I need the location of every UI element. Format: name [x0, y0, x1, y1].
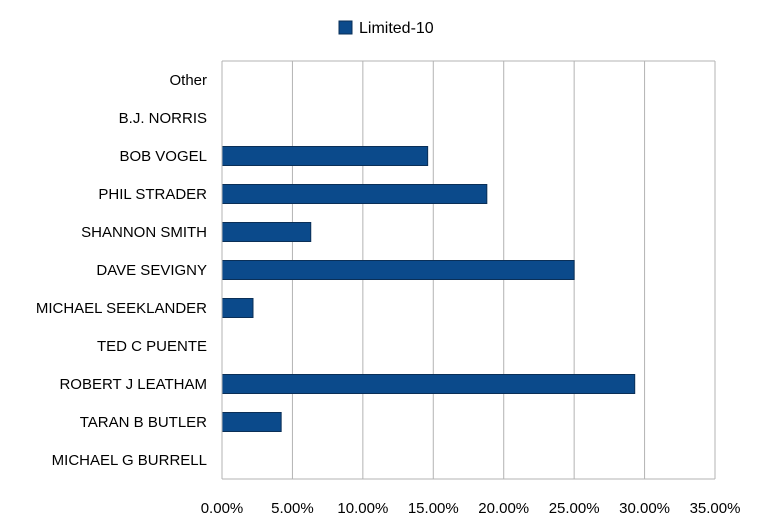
category-label: TARAN B BUTLER — [80, 414, 207, 431]
category-label: BOB VOGEL — [119, 148, 207, 165]
legend-label: Limited-10 — [359, 20, 434, 37]
category-label: MICHAEL G BURRELL — [52, 452, 207, 469]
bars — [221, 146, 636, 432]
x-tick-label: 30.00% — [619, 500, 670, 517]
category-label: PHIL STRADER — [98, 186, 207, 203]
x-tick-label: 35.00% — [690, 500, 741, 517]
category-label: SHANNON SMITH — [81, 224, 207, 241]
bar — [221, 412, 282, 432]
category-label: TED C PUENTE — [97, 338, 207, 355]
x-tick-label: 20.00% — [478, 500, 529, 517]
bar — [221, 298, 254, 318]
category-label: DAVE SEVIGNY — [96, 262, 207, 279]
category-label: MICHAEL SEEKLANDER — [36, 300, 207, 317]
x-tick-label: 10.00% — [337, 500, 388, 517]
x-tick-label: 15.00% — [408, 500, 459, 517]
bar — [221, 222, 312, 242]
bar — [221, 146, 429, 166]
bar — [221, 374, 636, 394]
tick-labels: 0.00% 5.00% 10.00% 15.00% 20.00% 25.00% 30.00%… — [201, 500, 741, 517]
category-label: Other — [169, 72, 207, 89]
x-tick-label: 25.00% — [549, 500, 600, 517]
x-tick-label: 0.00% — [201, 500, 244, 517]
category-label: B.J. NORRIS — [119, 110, 207, 127]
bar — [221, 184, 488, 204]
bar — [221, 260, 575, 280]
x-tick-label: 5.00% — [271, 500, 314, 517]
axes — [221, 61, 715, 480]
category-labels: MICHAEL G BURRELL TARAN B BUTLER ROBERT J … — [36, 72, 207, 469]
legend: Limited-10 — [338, 20, 434, 37]
category-label: ROBERT J LEATHAM — [59, 376, 207, 393]
legend-swatch — [338, 20, 353, 35]
